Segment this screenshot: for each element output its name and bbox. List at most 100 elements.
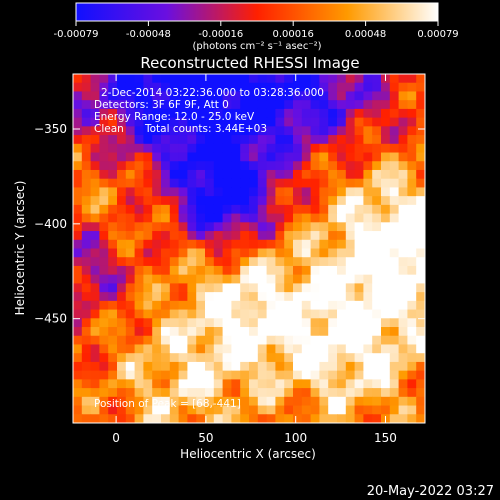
heatmap-cell — [275, 152, 285, 162]
heatmap-cell — [301, 143, 312, 154]
heatmap-cell — [398, 143, 408, 154]
heatmap-cell — [310, 135, 320, 145]
heatmap-cell — [187, 204, 197, 215]
heatmap-cell — [169, 91, 180, 101]
heatmap-cell — [240, 405, 250, 415]
heatmap-cell — [257, 248, 268, 258]
heatmap-cell — [240, 169, 250, 180]
colorbar-tick-label: 0.00079 — [417, 29, 458, 40]
heatmap-cell — [117, 283, 127, 293]
heatmap-cell — [372, 126, 382, 136]
heatmap-cell — [99, 388, 109, 398]
heatmap-cell — [205, 265, 215, 276]
heatmap-cell — [205, 161, 215, 171]
heatmap-cell — [222, 388, 232, 398]
heatmap-cell — [222, 74, 232, 84]
heatmap-cell — [266, 257, 276, 267]
heatmap-cell — [125, 318, 136, 328]
heatmap-cell — [213, 108, 224, 119]
heatmap-cell — [398, 283, 408, 293]
heatmap-cell — [337, 239, 347, 250]
heatmap-cell — [319, 265, 329, 276]
heatmap-cell — [389, 388, 400, 398]
heatmap-cell — [284, 178, 294, 189]
heatmap-cell — [81, 108, 92, 119]
heatmap-cell — [310, 91, 320, 101]
heatmap-cell — [416, 82, 425, 93]
heatmap-cell — [81, 370, 92, 380]
heatmap-cell — [284, 126, 294, 136]
heatmap-cell — [301, 100, 312, 110]
heatmap-cell — [222, 370, 232, 380]
heatmap-cell — [363, 248, 373, 258]
heatmap-cell — [363, 318, 373, 328]
heatmap-cell — [90, 161, 100, 171]
heatmap-cell — [407, 213, 417, 223]
heatmap-cell — [275, 91, 285, 101]
heatmap-cell — [231, 196, 241, 206]
heatmap-cell — [266, 135, 276, 145]
heatmap-cell — [196, 335, 206, 346]
heatmap-cell — [381, 370, 391, 380]
heatmap-cell — [301, 239, 312, 250]
heatmap-cell — [152, 353, 162, 363]
heatmap-cell — [231, 74, 241, 84]
heatmap-cell — [337, 231, 347, 241]
heatmap-cell — [266, 117, 276, 127]
heatmap-cell — [240, 196, 250, 206]
heatmap-cell — [275, 82, 285, 93]
heatmap-cell — [196, 274, 206, 284]
heatmap-cell — [354, 108, 364, 119]
heatmap-cell — [117, 117, 127, 127]
heatmap-cell — [328, 231, 338, 241]
heatmap-cell — [266, 344, 276, 354]
heatmap-cell — [161, 353, 171, 363]
heatmap-cell — [205, 327, 215, 337]
heatmap-cell — [416, 257, 425, 267]
heatmap-cell — [161, 405, 171, 415]
heatmap-cell — [363, 239, 373, 250]
heatmap-cell — [178, 283, 188, 293]
heatmap-cell — [178, 204, 188, 215]
heatmap-cell — [372, 414, 382, 423]
heatmap-cell — [249, 100, 259, 110]
heatmap-cell — [328, 108, 338, 119]
heatmap-cell — [152, 100, 162, 110]
heatmap-cell — [81, 196, 92, 206]
heatmap-cell — [73, 265, 83, 276]
heatmap-cell — [372, 353, 382, 363]
colorbar: -0.00079 -0.00048 -0.00016 0.00016 0.00048 0.… — [54, 2, 459, 52]
heatmap-cell — [152, 231, 162, 241]
heatmap-cell — [372, 161, 382, 171]
heatmap-cell — [363, 126, 373, 136]
heatmap-cell — [372, 283, 382, 293]
heatmap-cell — [169, 292, 180, 302]
heatmap-cell — [240, 239, 250, 250]
heatmap-cell — [222, 135, 232, 145]
heatmap-cell — [187, 108, 197, 119]
heatmap-cell — [117, 74, 127, 84]
heatmap-cell — [108, 222, 118, 232]
heatmap-cell — [90, 353, 100, 363]
heatmap-cell — [205, 135, 215, 145]
heatmap-cell — [73, 361, 83, 372]
heatmap-cell — [117, 265, 127, 276]
heatmap-cell — [381, 178, 391, 189]
heatmap-cell — [293, 178, 303, 189]
heatmap-cell — [398, 309, 408, 319]
heatmap-cell — [301, 231, 312, 241]
heatmap-cell — [354, 370, 364, 380]
heatmap-cell — [117, 91, 127, 101]
heatmap-cell — [337, 248, 347, 258]
heatmap-cell — [266, 274, 276, 284]
heatmap-cell — [293, 82, 303, 93]
heatmap-cell — [178, 91, 188, 101]
heatmap-cell — [240, 370, 250, 380]
heatmap-cell — [117, 353, 127, 363]
heatmap-cell — [196, 178, 206, 189]
heatmap-cell — [363, 204, 373, 215]
heatmap-cell — [249, 178, 259, 189]
heatmap-cell — [398, 169, 408, 180]
heatmap-cell — [187, 135, 197, 145]
heatmap-cell — [319, 204, 329, 215]
